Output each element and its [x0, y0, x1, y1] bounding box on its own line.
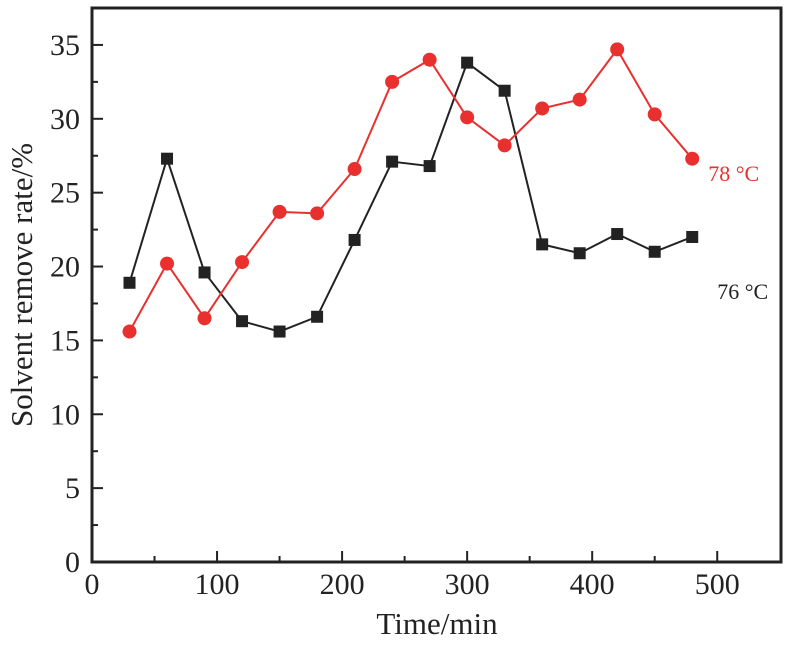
plot-frame	[90, 6, 783, 564]
data-point-circle	[197, 311, 212, 326]
annotations: 78 °C 76 °C	[708, 161, 768, 304]
y-tick-label: 20	[50, 251, 80, 284]
data-point-circle	[535, 101, 550, 116]
x-tick-label: 400	[570, 568, 615, 601]
data-point-circle	[685, 151, 700, 166]
data-point-circle	[122, 324, 137, 339]
y-tick-label: 0	[65, 546, 80, 579]
data-point-circle	[497, 138, 512, 153]
data-point-square	[311, 310, 324, 323]
data-point-circle	[422, 52, 437, 67]
data-point-square	[611, 228, 624, 241]
data-point-circle	[610, 42, 625, 57]
data-point-square	[498, 84, 511, 97]
axes: 0 100 200 300 400 500 0 5 10 15 20 25 30 35	[50, 6, 783, 601]
data-point-circle	[385, 74, 400, 89]
y-axis-label: Solvent remove rate/%	[4, 143, 39, 427]
series-layer	[122, 42, 700, 339]
data-point-circle	[160, 256, 175, 271]
data-point-square	[161, 152, 174, 165]
y-tick-label: 30	[50, 103, 80, 136]
data-point-square	[198, 266, 211, 279]
series-line	[128, 61, 693, 333]
y-tick-label: 5	[65, 472, 80, 505]
data-point-square	[273, 325, 286, 338]
y-tick-label: 15	[50, 324, 80, 357]
series-label: 78 °C	[708, 161, 759, 186]
data-point-circle	[647, 107, 662, 122]
data-point-square	[348, 233, 361, 246]
x-tick-label: 500	[695, 568, 740, 601]
y-tick-label: 25	[50, 177, 80, 210]
data-point-square	[648, 245, 661, 258]
data-point-circle	[235, 255, 250, 270]
x-tick-label: 300	[445, 568, 490, 601]
data-point-square	[536, 238, 549, 251]
x-tick-label: 100	[195, 568, 240, 601]
series-label: 76 °C	[717, 279, 768, 304]
series-line	[128, 47, 693, 333]
data-point-circle	[572, 92, 587, 107]
data-point-square	[386, 155, 399, 168]
x-axis-label: Time/min	[376, 606, 498, 641]
data-point-circle	[347, 162, 362, 177]
data-point-circle	[460, 110, 475, 125]
data-point-square	[573, 247, 586, 260]
data-point-square	[461, 56, 474, 69]
data-point-square	[236, 315, 249, 328]
x-tick-label: 0	[85, 568, 100, 601]
data-point-circle	[310, 206, 325, 221]
data-point-square	[423, 160, 436, 173]
y-tick-label: 10	[50, 398, 80, 431]
data-point-square	[123, 276, 136, 289]
y-tick-label: 35	[50, 29, 80, 62]
series-black	[123, 56, 699, 338]
x-tick-label: 200	[320, 568, 365, 601]
data-point-square	[686, 230, 699, 243]
data-point-circle	[272, 204, 287, 219]
series-red	[122, 42, 700, 339]
